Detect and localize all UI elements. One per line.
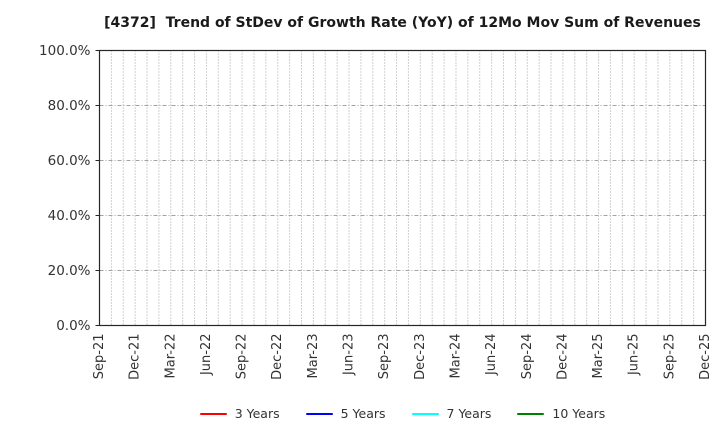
x-tick-label: Dec-21 [128, 334, 143, 380]
legend-item-7-years: 7 Years [411, 405, 492, 421]
legend-item-5-years: 5 Years [305, 405, 386, 421]
x-tick-label: Mar-23 [306, 334, 321, 379]
legend-line-3-years [199, 412, 227, 416]
legend-line-10-years [517, 412, 545, 416]
x-tick-label: Sep-22 [235, 334, 250, 380]
legend-label-5-years: 5 Years [340, 405, 386, 421]
y-tick-label: 60.0% [48, 153, 91, 169]
legend-item-3-years: 3 Years [199, 405, 280, 421]
chart-title: [4372] Trend of StDev of Growth Rate (Yo… [104, 15, 701, 31]
y-tick-label: 0.0% [56, 318, 90, 334]
y-tick-label: 20.0% [48, 263, 91, 279]
plot-border [98, 49, 707, 327]
x-tick-label: Dec-23 [413, 334, 428, 380]
x-tick-label: Sep-25 [662, 334, 677, 380]
legend-label-3-years: 3 Years [234, 405, 280, 421]
legend-line-5-years [305, 412, 333, 416]
x-tick-label: Dec-25 [698, 334, 713, 380]
x-tick-label: Mar-25 [591, 334, 606, 379]
legend-label-10-years: 10 Years [552, 405, 606, 421]
x-tick-label: Jun-22 [199, 334, 214, 377]
legend-item-10-years: 10 Years [517, 405, 606, 421]
x-tick-label: Jun-24 [484, 334, 499, 377]
x-tick-label: Mar-22 [163, 334, 178, 379]
x-tick-label: Sep-21 [92, 334, 107, 380]
y-tick-label: 80.0% [48, 98, 91, 114]
x-tick-label: Mar-24 [448, 334, 463, 379]
chart-legend: 3 Years 5 Years 7 Years 10 Years [100, 404, 705, 424]
legend-label-7-years: 7 Years [446, 405, 492, 421]
x-tick-label: Sep-24 [520, 334, 535, 380]
y-tick-label: 40.0% [48, 208, 91, 224]
x-tick-label: Dec-22 [270, 334, 285, 380]
x-tick-label: Dec-24 [555, 334, 570, 380]
y-tick-label: 100.0% [39, 43, 91, 59]
x-tick-label: Jun-23 [342, 334, 357, 377]
legend-line-7-years [411, 412, 439, 416]
x-tick-label: Sep-23 [377, 334, 392, 380]
x-tick-label: Jun-25 [627, 334, 642, 377]
